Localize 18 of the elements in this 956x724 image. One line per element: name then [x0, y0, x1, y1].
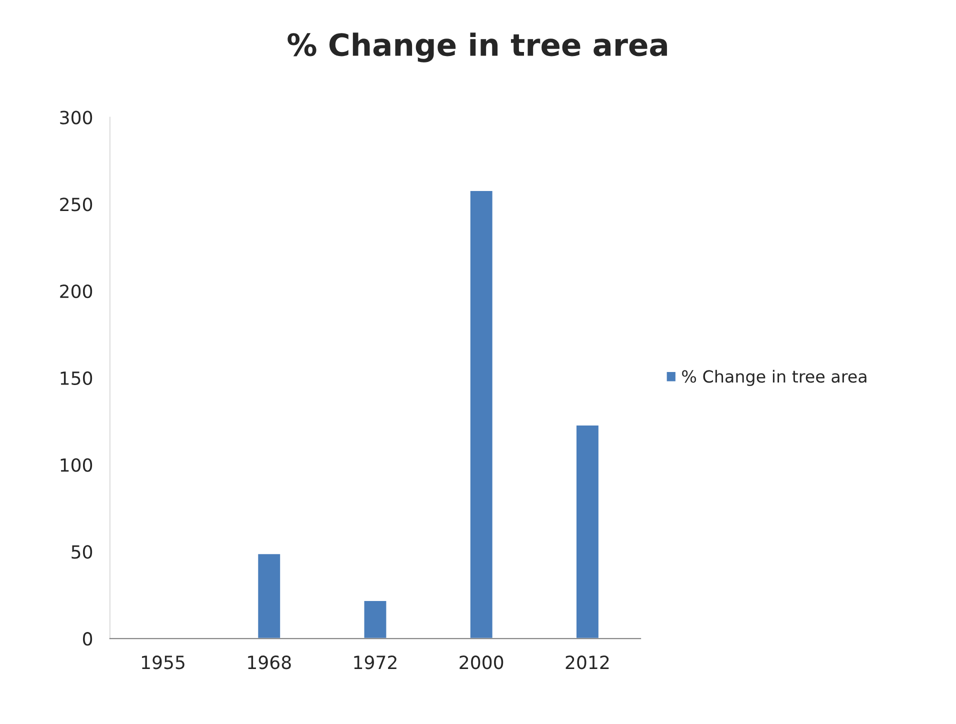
chart-title: % Change in tree area — [288, 32, 667, 62]
bar — [468, 190, 494, 639]
y-tick-label: 100 — [60, 458, 92, 472]
x-tick-label: 1972 — [354, 656, 396, 670]
y-tick-label: 50 — [72, 545, 92, 559]
legend-label: % Change in tree area — [682, 370, 866, 386]
x-tick-label: 1968 — [248, 656, 291, 670]
y-tick-label: 250 — [60, 198, 92, 212]
y-tick-label: 0 — [82, 632, 92, 646]
bar — [575, 424, 600, 639]
y-tick-label: 300 — [60, 110, 92, 124]
x-tick-label: 2000 — [460, 656, 504, 670]
bar — [256, 552, 282, 639]
x-tick-label: 1955 — [142, 656, 184, 670]
bar — [362, 600, 388, 639]
x-tick-label: 2012 — [566, 656, 609, 670]
y-tick-label: 200 — [60, 284, 92, 298]
y-tick-label: 150 — [60, 371, 92, 386]
